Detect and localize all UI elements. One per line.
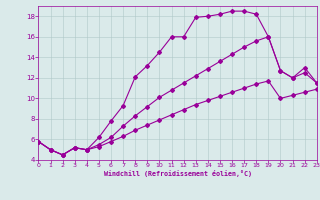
X-axis label: Windchill (Refroidissement éolien,°C): Windchill (Refroidissement éolien,°C) (104, 170, 252, 177)
